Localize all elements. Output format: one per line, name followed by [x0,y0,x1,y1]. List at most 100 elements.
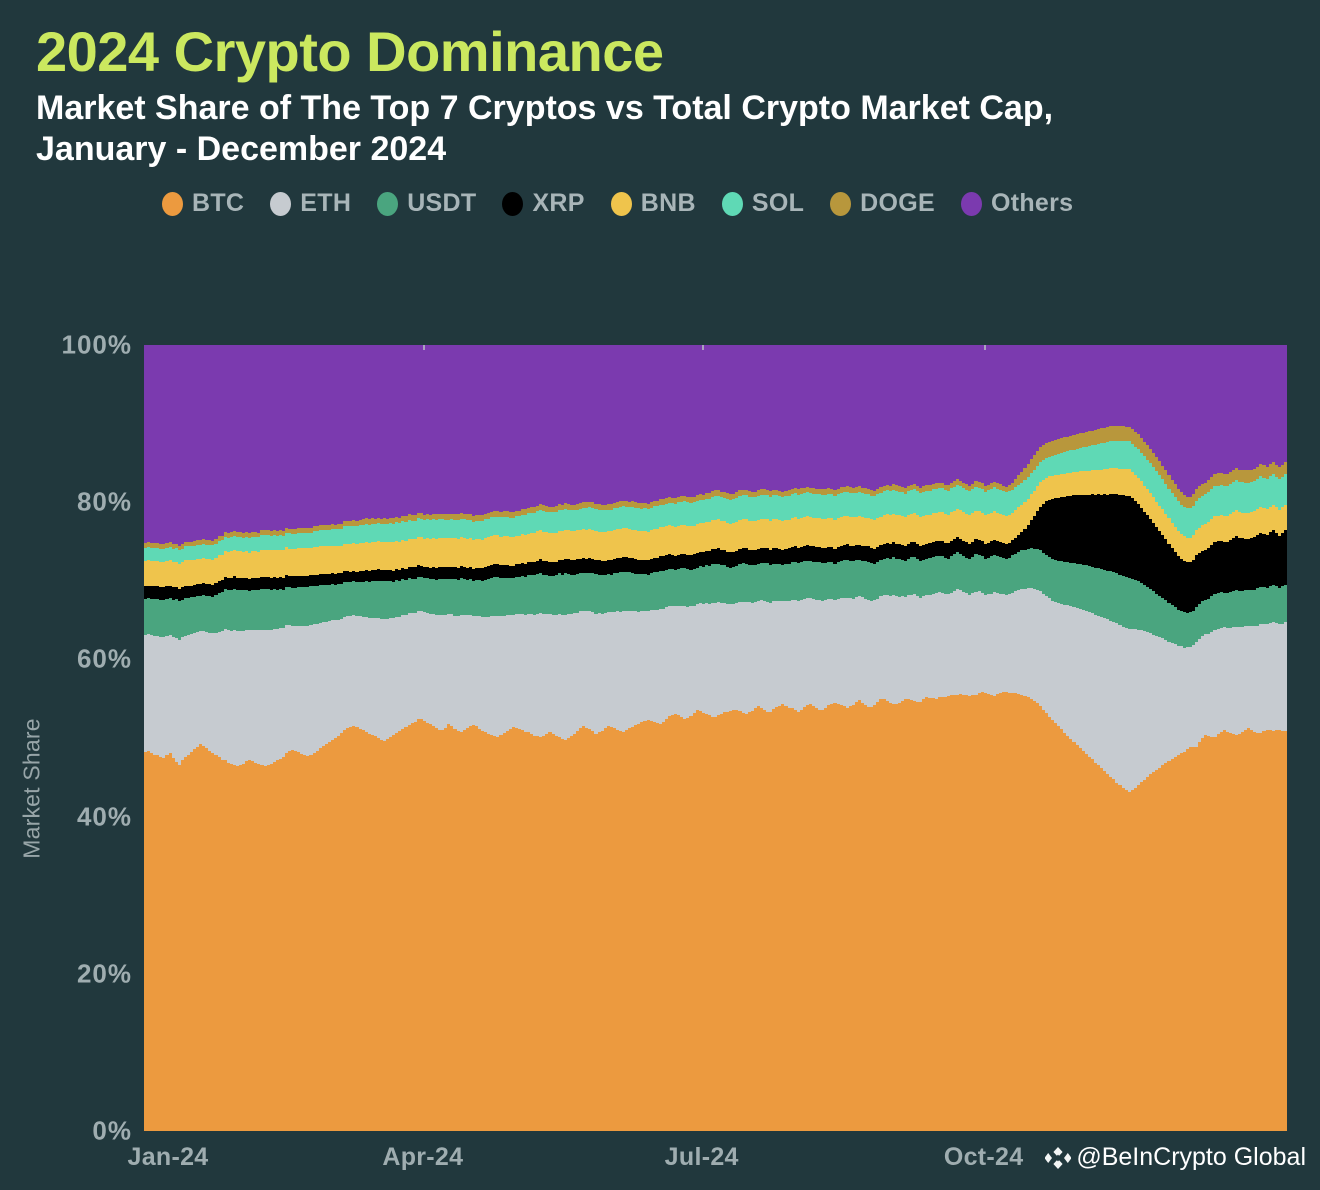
bar-segment-others [796,345,801,490]
bar-segment-bnb [520,534,525,564]
bar-segment-bnb [450,537,455,567]
stacked-bar [956,345,960,1131]
bar-segment-xrp [153,586,157,599]
bar-segment-usdt [879,560,884,597]
bar-segment-usdt [664,569,669,608]
bar-segment-others [766,345,770,490]
bar-segment-eth [603,612,608,729]
bar-segment-usdt [1136,581,1141,630]
bar-segment-usdt [144,598,148,636]
bar-segment-bnb [1054,474,1058,499]
bar-segment-eth [343,616,347,730]
stacked-bar [1201,345,1205,1131]
bar-segment-xrp [931,541,936,557]
bar-segment-others [1283,345,1287,462]
bar-segment-xrp [882,543,887,559]
bar-segment-others [1038,345,1043,448]
bar-segment-bnb [1063,473,1068,497]
bar-segment-others [346,345,350,521]
bar-segment-xrp [1241,538,1245,591]
bar-segment-sol [288,533,292,549]
bar-segment-eth [419,611,424,719]
bar-segment-btc [913,701,917,1131]
bar-segment-btc [864,705,868,1131]
bar-segment-doge [202,539,206,544]
legend-item-usdt[interactable]: USDT [377,189,476,218]
bar-segment-bnb [986,513,991,543]
stacked-bar [625,345,629,1131]
bar-segment-doge [324,525,329,531]
bar-segment-others [775,345,779,490]
bar-segment-usdt [484,579,488,617]
bar-segment-eth [220,631,225,760]
bar-segment-btc [876,702,881,1131]
bar-segment-bnb [732,523,737,553]
bar-segment-xrp [1280,532,1285,587]
bar-segment-btc [1228,733,1233,1131]
bar-segment-xrp [1204,549,1208,600]
bar-segment-xrp [291,576,295,588]
bar-segment-btc [318,748,323,1131]
bar-segment-xrp [968,544,973,560]
bar-segment-eth [1225,628,1230,732]
bar-segment-sol [266,535,271,550]
bar-segment-sol [389,523,393,542]
bar-segment-usdt [989,556,994,594]
legend-item-btc[interactable]: BTC [162,189,244,218]
legend-item-bnb[interactable]: BNB [610,189,696,218]
bar-segment-others [747,345,752,492]
bar-segment-doge [404,516,409,522]
bar-segment-sol [404,521,409,541]
bar-segment-bnb [744,519,749,549]
bar-segment-btc [1054,723,1058,1131]
legend-item-doge[interactable]: DOGE [830,189,935,218]
bar-segment-others [695,345,700,496]
legend-item-sol[interactable]: SOL [721,189,804,218]
bar-segment-btc [585,727,589,1131]
bar-segment-btc [211,752,216,1131]
bar-segment-btc [358,729,363,1131]
bar-segment-eth [257,630,262,765]
bar-segment-sol [153,547,157,562]
bar-segment-bnb [637,530,642,560]
legend-item-eth[interactable]: ETH [270,189,351,218]
bar-segment-others [1103,345,1107,428]
stacked-bar [1164,345,1169,1131]
bar-segment-usdt [1133,579,1138,630]
bar-segment-sol [465,519,470,539]
bar-segment-usdt [168,598,173,636]
bar-segment-sol [533,512,537,533]
bar-segment-others [597,345,602,505]
bar-segment-others [266,345,271,531]
stacked-bar [297,345,301,1131]
bar-segment-xrp [913,541,917,557]
bar-segment-sol [744,495,749,520]
stacked-bar [842,345,847,1131]
bar-segment-eth [245,629,249,762]
bar-segment-doge [1032,454,1037,471]
bar-segment-bnb [153,561,157,587]
stacked-bar [1051,345,1055,1131]
bar-segment-usdt [772,563,776,602]
bar-segment-doge [321,525,326,531]
legend-item-xrp[interactable]: XRP [502,189,584,218]
bar-segment-xrp [343,570,347,583]
bar-segment-doge [346,520,350,526]
bar-segment-eth [615,611,620,730]
bar-segment-others [1109,345,1114,427]
bar-segment-xrp [986,542,991,558]
legend-item-others[interactable]: Others [960,189,1073,218]
bar-segment-btc [931,697,936,1131]
bar-segment-doge [456,514,461,520]
bar-segment-xrp [474,568,479,581]
bar-segment-others [1054,345,1058,440]
bar-segment-others [977,345,982,483]
bar-segment-xrp [888,543,893,559]
bar-segment-usdt [612,573,617,612]
bar-segment-doge [379,518,384,525]
bar-segment-eth [680,606,684,718]
bar-segment-xrp [441,566,445,579]
bar-segment-xrp [211,584,216,597]
bar-segment-eth [787,601,792,708]
stacked-bar [989,345,994,1131]
